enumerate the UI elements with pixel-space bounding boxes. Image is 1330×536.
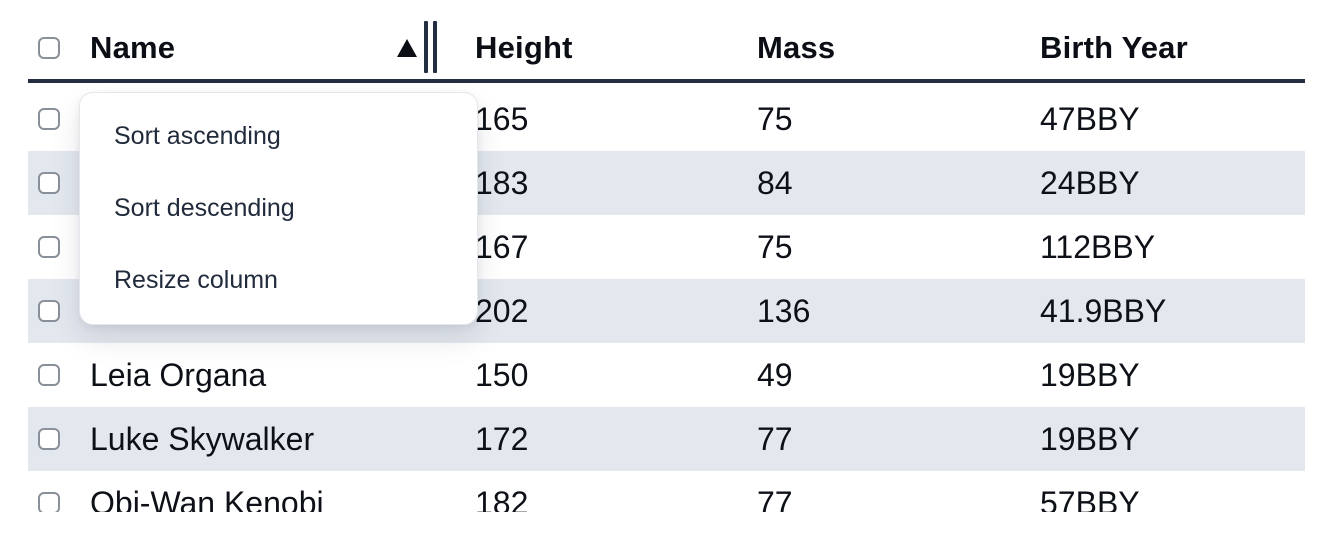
- column-context-menu: Sort ascending Sort descending Resize colu…: [79, 92, 478, 325]
- header-height-cell[interactable]: Height: [475, 30, 757, 66]
- header-birth-year-cell[interactable]: Birth Year: [1040, 30, 1305, 66]
- row-checkbox[interactable]: [38, 236, 60, 258]
- table-row: 167 75 112BBY: [28, 215, 1305, 279]
- menu-item-sort-ascending[interactable]: Sort ascending: [114, 121, 281, 150]
- cell-mass: 49: [757, 356, 793, 393]
- row-checkbox[interactable]: [38, 364, 60, 386]
- cell-mass: 77: [757, 420, 793, 457]
- column-header-birth-year[interactable]: Birth Year: [1040, 29, 1188, 65]
- cell-birth-year: 57BBY: [1040, 484, 1140, 513]
- cell-height: 165: [475, 100, 529, 137]
- cell-mass: 75: [757, 228, 793, 265]
- header-select-cell: [28, 36, 90, 59]
- table-row: Luke Skywalker 172 77 19BBY: [28, 407, 1305, 471]
- column-header-name[interactable]: Name: [90, 29, 176, 65]
- menu-item-resize-column[interactable]: Resize column: [114, 265, 278, 294]
- row-checkbox[interactable]: [38, 428, 60, 450]
- cell-name: Obi-Wan Kenobi: [90, 484, 324, 513]
- row-checkbox[interactable]: [38, 300, 60, 322]
- cell-height: 167: [475, 228, 529, 265]
- cell-height: 182: [475, 484, 529, 513]
- cell-birth-year: 19BBY: [1040, 356, 1140, 393]
- resize-bar-icon: [424, 21, 428, 73]
- cell-mass: 84: [757, 164, 793, 201]
- column-header-height[interactable]: Height: [475, 29, 573, 65]
- resize-bar-icon: [433, 21, 437, 73]
- header-name-cell[interactable]: Name: [90, 21, 475, 74]
- cell-mass: 77: [757, 484, 793, 513]
- table-header-row: Name Height Mass Birth Year: [28, 0, 1305, 83]
- cell-name: Leia Organa: [90, 356, 267, 393]
- cell-birth-year: 24BBY: [1040, 164, 1140, 201]
- table-row: Leia Organa 150 49 19BBY: [28, 343, 1305, 407]
- cell-birth-year: 19BBY: [1040, 420, 1140, 457]
- row-checkbox[interactable]: [38, 108, 60, 130]
- cell-birth-year: 112BBY: [1040, 228, 1156, 265]
- cell-birth-year: 41.9BBY: [1040, 292, 1167, 329]
- cell-mass: 136: [757, 292, 811, 329]
- sort-ascending-icon: [397, 38, 417, 57]
- table-row: 165 75 47BBY: [28, 87, 1305, 151]
- cell-height: 202: [475, 292, 529, 329]
- row-checkbox[interactable]: [38, 172, 60, 194]
- menu-item-sort-descending[interactable]: Sort descending: [114, 193, 295, 222]
- header-mass-cell[interactable]: Mass: [757, 30, 1040, 66]
- cell-height: 172: [475, 420, 529, 457]
- cell-mass: 75: [757, 100, 793, 137]
- row-checkbox[interactable]: [38, 492, 60, 512]
- column-header-mass[interactable]: Mass: [757, 29, 836, 65]
- cell-name: Luke Skywalker: [90, 420, 315, 457]
- select-all-checkbox[interactable]: [38, 36, 60, 59]
- table-row: Obi-Wan Kenobi 182 77 57BBY: [28, 471, 1305, 512]
- cell-height: 150: [475, 356, 529, 393]
- cell-height: 183: [475, 164, 529, 201]
- column-resize-handle[interactable]: [424, 21, 437, 73]
- cell-birth-year: 47BBY: [1040, 100, 1140, 137]
